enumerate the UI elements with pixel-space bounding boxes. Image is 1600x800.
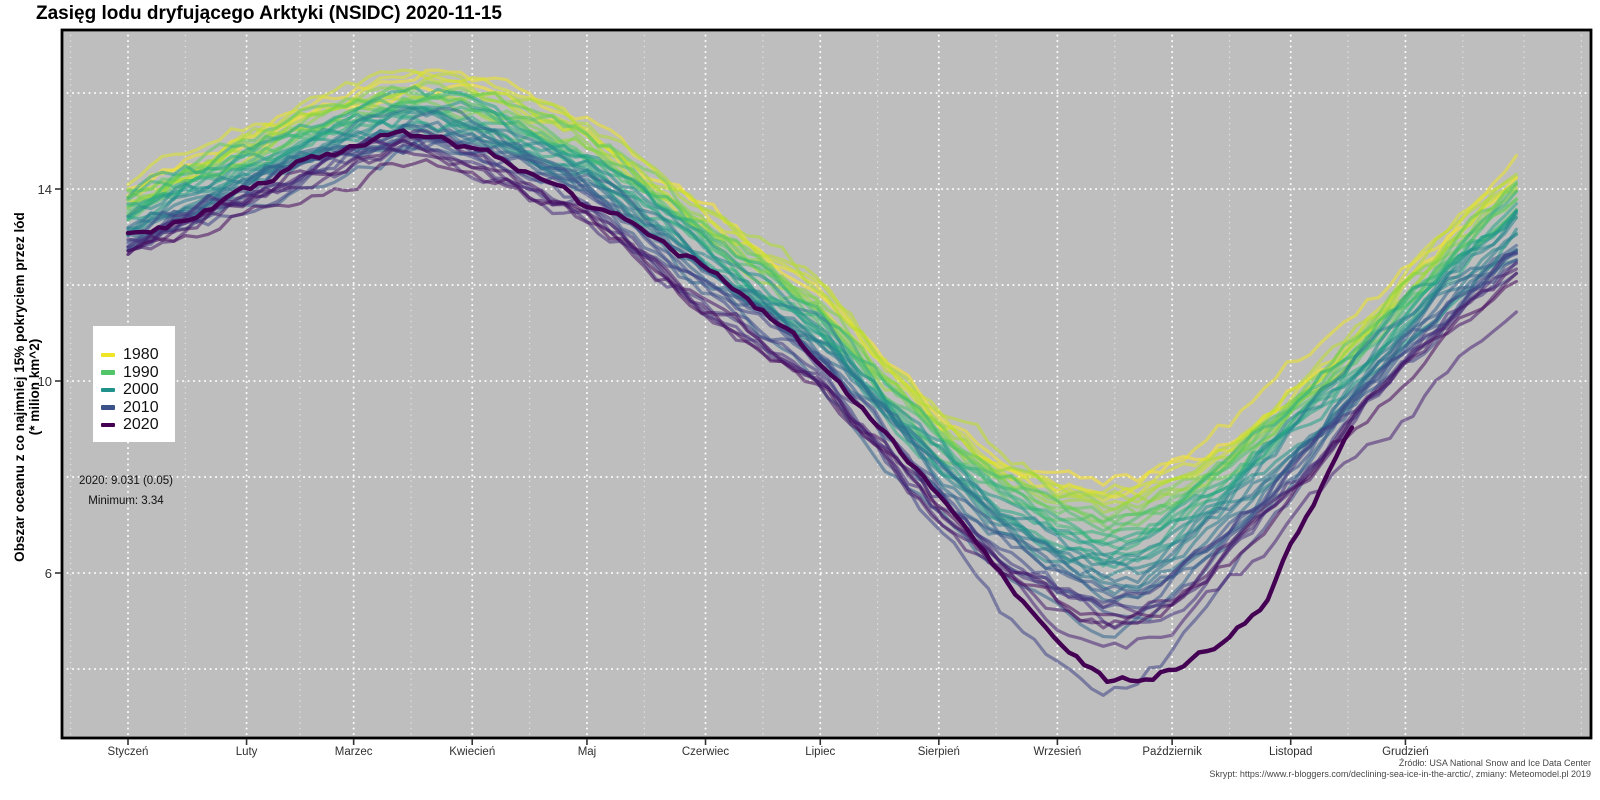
legend: 1980 1990 2000 2010 2020 [93,326,175,442]
footer-script: Skrypt: https://www.r-bloggers.com/decli… [1209,769,1591,779]
legend-item-1980: 1980 [93,346,175,364]
page-title: Zasięg lodu dryfującego Arktyki (NSIDC) … [36,3,503,24]
legend-swatch-1980 [101,352,115,357]
legend-item-1990: 1990 [93,364,175,382]
footer-source: Źródło: USA National Snow and Ice Data C… [1398,758,1591,768]
annotation-2020-status: 2020: 9.031 (0.05) Minimum: 3.34 [70,471,182,511]
legend-swatch-2000 [101,387,115,392]
x-tick-label-11: Listopad [1268,746,1313,758]
legend-swatch-2010 [101,405,115,410]
x-tick-label-2: Luty [235,746,258,758]
series-line-2002 [126,123,1519,576]
x-tick-label-6: Czerwiec [681,746,730,758]
series-line-1998 [126,100,1519,557]
x-tick-label-12: Grudzień [1382,746,1429,758]
panel-frame [60,28,1593,740]
series-line-2013 [126,134,1519,605]
legend-swatch-1990 [101,370,115,375]
x-tick-label-5: Maj [577,746,597,758]
x-tick-label-1: Styczeń [107,746,149,758]
legend-label-2000: 2000 [123,381,159,398]
x-tick-label-10: Październik [1142,746,1202,758]
x-tick-label-9: Wrzesień [1033,746,1082,758]
series-line-2020-highlight [125,128,1355,684]
x-tick-label-8: Sierpień [917,746,960,758]
x-tick-label-3: Marzec [334,746,373,758]
series-line-1988 [126,99,1519,535]
x-tick-label-4: Kwiecień [449,746,496,758]
annotation-current-value: 2020: 9.031 (0.05) [79,475,173,487]
legend-swatch-2020 [101,422,115,427]
footer-credits: Źródło: USA National Snow and Ice Data C… [1209,758,1591,780]
annotation-record-minimum: Minimum: 3.34 [88,495,164,507]
legend-label-2020: 2020 [123,416,159,433]
legend-label-1990: 1990 [123,363,159,381]
legend-item-2020: 2020 [93,416,175,434]
legend-item-2010: 2010 [93,399,175,417]
x-tick-label-7: Lipiec [805,746,836,758]
year-series-lines [125,68,1519,697]
series-line-2019 [126,158,1519,620]
y-tick-label-10: 10 [37,374,52,389]
axis-tick-marks [55,188,1407,745]
series-line-1996 [126,85,1519,547]
y-tick-label-14: 14 [37,182,52,197]
legend-item-2000: 2000 [93,381,175,399]
legend-label-2010: 2010 [123,398,159,416]
series-line-2018 [126,138,1519,630]
legend-label-1980: 1980 [123,346,159,363]
y-tick-label-6: 6 [44,566,52,581]
